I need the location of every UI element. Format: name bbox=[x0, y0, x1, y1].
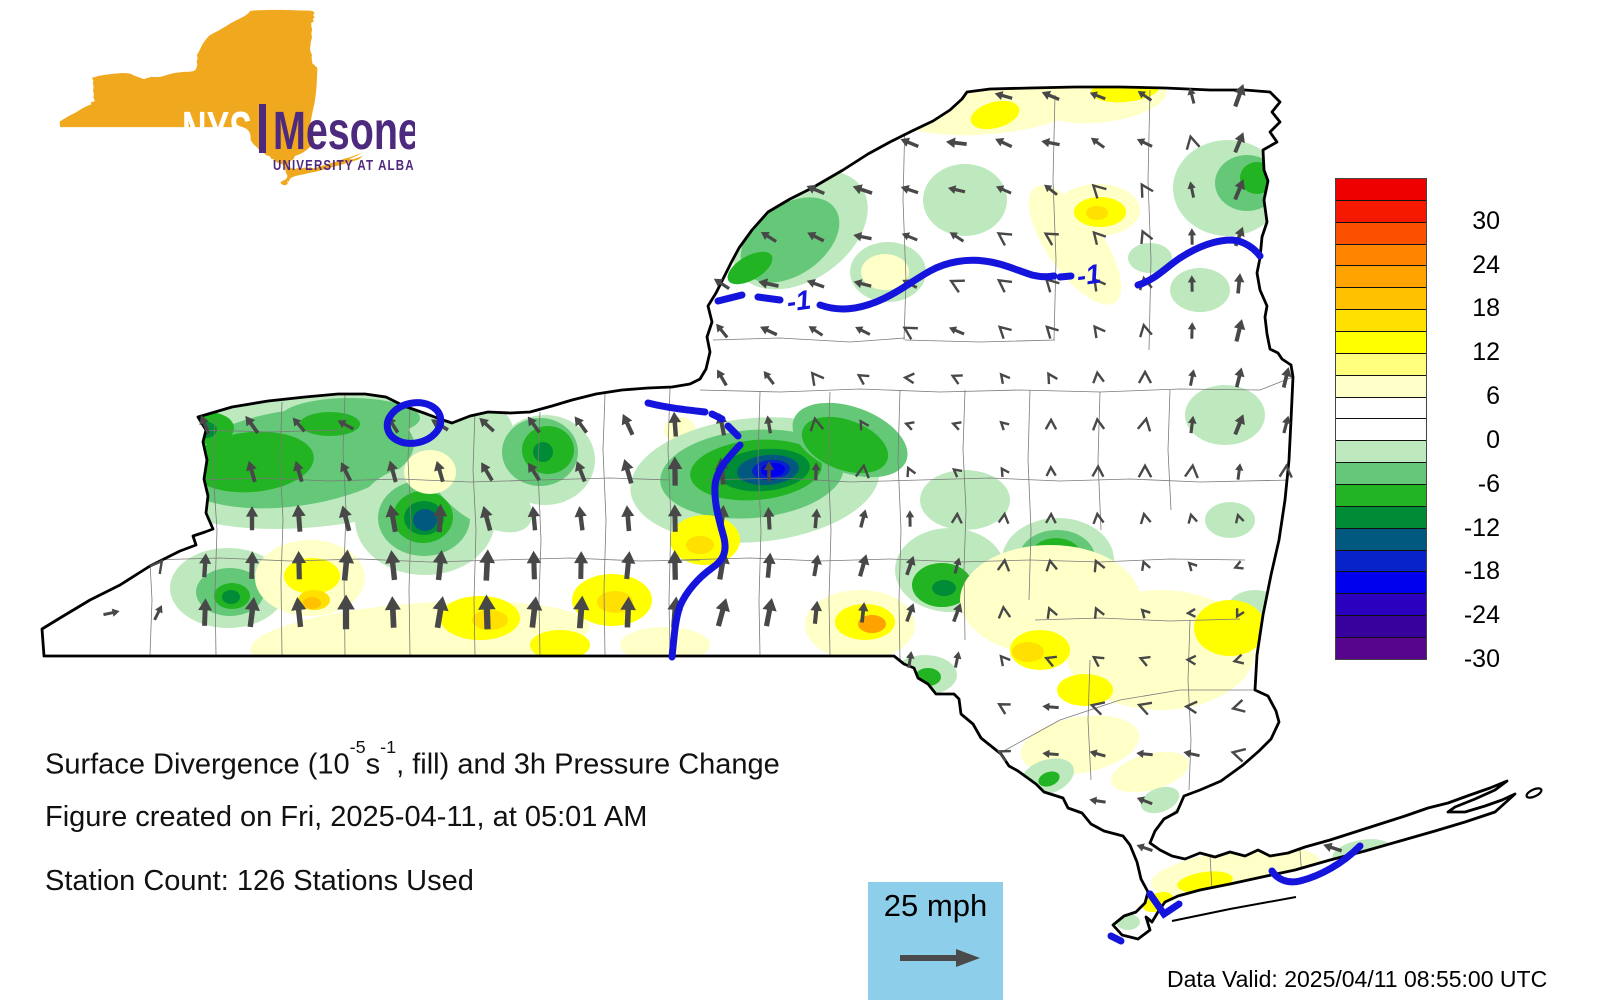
colorbar-tick-label: -6 bbox=[1477, 469, 1500, 498]
figure-created-text: Figure created on Fri, 2025-04-11, at 05… bbox=[45, 801, 648, 833]
colorbar-band bbox=[1336, 418, 1426, 441]
nys-mesonet-logo: NYS Mesonet UNIVERSITY AT ALBANY bbox=[59, 9, 415, 186]
logo-separator-bar bbox=[259, 104, 266, 153]
colorbar-tick-label: -30 bbox=[1463, 645, 1500, 673]
title-prefix: Surface Divergence (10 bbox=[45, 748, 350, 781]
colorbar-band bbox=[1336, 462, 1426, 485]
colorbar-band bbox=[1336, 593, 1426, 616]
colorbar-band bbox=[1336, 527, 1426, 550]
colorbar-band bbox=[1336, 352, 1426, 375]
logo-subtitle-text: UNIVERSITY AT ALBANY bbox=[273, 157, 415, 174]
colorbar-band bbox=[1336, 199, 1426, 222]
colorbar-band bbox=[1336, 179, 1426, 200]
colorbar-band bbox=[1336, 374, 1426, 397]
barrier-island-line bbox=[1171, 896, 1297, 922]
station-count-text: Station Count: 126 Stations Used bbox=[45, 865, 474, 897]
colorbar-band bbox=[1336, 265, 1426, 288]
logo-nys-text: NYS bbox=[182, 101, 252, 161]
colorbar-tick-label: -18 bbox=[1463, 557, 1500, 586]
pressure-contours-layer bbox=[383, 236, 1364, 945]
figure-title: Surface Divergence (10-5s-1, fill) and 3… bbox=[45, 737, 780, 782]
colorbar-band bbox=[1336, 440, 1426, 463]
title-unit: s bbox=[365, 748, 381, 781]
contour-label: -1 bbox=[1075, 259, 1103, 292]
title-suffix: , fill) and 3h Pressure Change bbox=[396, 748, 780, 781]
ny-state-logo-shape bbox=[59, 9, 364, 186]
colorbar-tick-label: 30 bbox=[1472, 206, 1500, 235]
divergence-colorbar bbox=[1335, 178, 1427, 660]
colorbar-band bbox=[1336, 221, 1426, 244]
colorbar-tick-label: 0 bbox=[1486, 425, 1500, 454]
wind-speed-legend: 25 mph bbox=[868, 882, 1003, 1000]
colorbar-tick-label: 18 bbox=[1472, 294, 1500, 323]
colorbar-band bbox=[1336, 549, 1426, 572]
divergence-fill-layer bbox=[146, 87, 1392, 930]
colorbar-tick-label: 12 bbox=[1472, 338, 1500, 367]
logo-mesonet-text: Mesonet bbox=[273, 101, 415, 161]
colorbar-band bbox=[1336, 396, 1426, 419]
colorbar-tick-label: 6 bbox=[1486, 382, 1500, 411]
colorbar-band bbox=[1336, 571, 1426, 594]
island-outline bbox=[1525, 787, 1543, 799]
data-valid-text: Data Valid: 2025/04/11 08:55:00 UTC bbox=[1167, 966, 1548, 992]
colorbar-tick-label: -12 bbox=[1463, 513, 1500, 542]
colorbar-band bbox=[1336, 505, 1426, 528]
title-sup-1: -1 bbox=[380, 737, 397, 758]
colorbar-band bbox=[1336, 331, 1426, 353]
wind-legend-arrow-icon bbox=[900, 949, 980, 967]
colorbar-band bbox=[1336, 309, 1426, 332]
colorbar-band bbox=[1336, 287, 1426, 310]
colorbar-tick-label: 24 bbox=[1472, 250, 1500, 279]
colorbar-tick-label: -24 bbox=[1463, 601, 1500, 630]
contour-label: -1 bbox=[785, 285, 813, 318]
colorbar-band bbox=[1336, 637, 1426, 659]
colorbar-band bbox=[1336, 615, 1426, 638]
colorbar-band bbox=[1336, 484, 1426, 506]
colorbar-band bbox=[1336, 243, 1426, 266]
wind-arrows-layer bbox=[103, 84, 1343, 853]
title-sup-5: -5 bbox=[349, 737, 366, 758]
wind-speed-label: 25 mph bbox=[883, 888, 988, 923]
